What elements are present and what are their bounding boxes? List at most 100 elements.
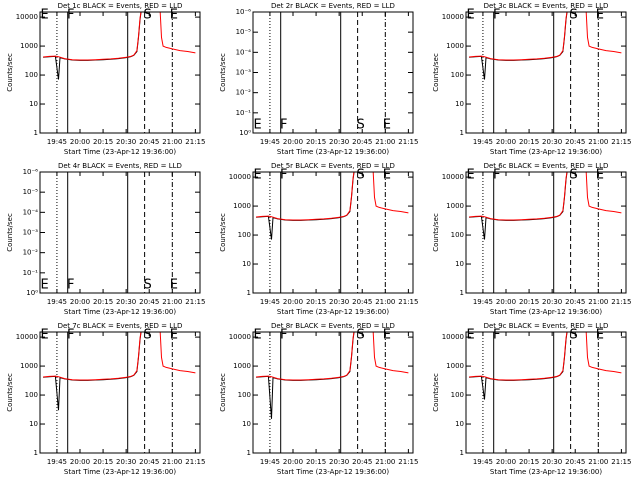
x-tick-label: 20:30 (116, 138, 136, 146)
series-line (256, 332, 409, 381)
y-tick-label: 10⁻¹ (23, 269, 39, 277)
y-tick-label: 10⁻⁴ (23, 208, 39, 216)
plot-area (469, 172, 622, 293)
x-tick-label: 21:00 (162, 298, 182, 306)
x-axis-label: Start Time (23-Apr-12 19:36:00) (277, 148, 389, 156)
x-tick-label: 20:00 (70, 458, 90, 466)
event-label: S (144, 8, 152, 23)
event-label: S (570, 168, 578, 183)
x-tick-label: 20:30 (542, 458, 562, 466)
x-tick-label: 21:00 (375, 298, 395, 306)
x-tick-label: 19:45 (260, 298, 280, 306)
plot-frame (252, 171, 414, 294)
panel-title: Det 3c BLACK = Events, RED = LLD (484, 2, 609, 10)
y-tick-label: 10000 (229, 333, 251, 341)
y-tick-label: 100 (451, 231, 464, 239)
event-label: E (596, 328, 604, 343)
y-tick-label: 100 (451, 391, 464, 399)
x-axis-label: Start Time (23-Apr-12 19:36:00) (277, 468, 389, 476)
x-tick-label: 20:45 (565, 298, 585, 306)
y-axis-label: Counts/sec (219, 373, 227, 412)
plot-area (256, 172, 409, 293)
panel-title: Det 2r BLACK = Events, RED = LLD (271, 2, 395, 10)
x-tick-label: 21:15 (611, 458, 631, 466)
x-tick-label: 21:15 (611, 138, 631, 146)
y-tick-label: 1 (247, 289, 251, 297)
event-label: F (280, 118, 287, 133)
y-axis-label: Counts/sec (6, 373, 14, 412)
x-axis-label: Start Time (23-Apr-12 19:36:00) (490, 468, 602, 476)
plot-area (469, 12, 622, 133)
y-tick-label: 10000 (442, 173, 464, 181)
x-tick-label: 20:45 (139, 138, 159, 146)
panel-title: Det 7c BLACK = Events, RED = LLD (58, 322, 183, 330)
y-tick-label: 1000 (233, 362, 251, 370)
x-axis-label: Start Time (23-Apr-12 19:36:00) (64, 468, 176, 476)
x-axis-label: Start Time (23-Apr-12 19:36:00) (64, 148, 176, 156)
y-tick-label: 10 (455, 100, 464, 108)
x-tick-label: 19:45 (47, 458, 67, 466)
y-axis-label: Counts/sec (6, 53, 14, 92)
y-tick-label: 1000 (20, 42, 38, 50)
x-axis-label: Start Time (23-Apr-12 19:36:00) (277, 308, 389, 316)
plot-frame (465, 11, 627, 134)
panel-title: Det 8r BLACK = Events, RED = LLD (271, 322, 395, 330)
x-tick-label: 20:15 (306, 138, 326, 146)
y-tick-label: 10 (29, 420, 38, 428)
event-label: E (41, 278, 49, 293)
event-label: F (493, 168, 500, 183)
plot-area (469, 332, 622, 453)
x-tick-label: 20:00 (496, 458, 516, 466)
y-tick-label: 10⁻⁶ (23, 168, 39, 176)
y-tick-label: 10⁰ (239, 129, 251, 137)
event-label: E (467, 8, 475, 23)
panel-title: Det 1c BLACK = Events, RED = LLD (58, 2, 183, 10)
event-label: F (67, 278, 74, 293)
plot-frame (252, 331, 414, 454)
x-tick-label: 20:15 (519, 458, 539, 466)
y-tick-label: 10 (455, 420, 464, 428)
x-tick-label: 20:00 (496, 298, 516, 306)
x-tick-label: 20:30 (329, 298, 349, 306)
x-tick-label: 20:15 (306, 458, 326, 466)
x-tick-label: 20:45 (139, 458, 159, 466)
event-label: E (596, 8, 604, 23)
event-label: F (280, 328, 287, 343)
x-tick-label: 20:15 (519, 138, 539, 146)
event-label: E (254, 118, 262, 133)
x-tick-label: 20:30 (116, 458, 136, 466)
x-tick-label: 20:45 (352, 138, 372, 146)
y-tick-label: 10⁰ (26, 289, 38, 297)
plot-frame (39, 331, 201, 454)
x-tick-label: 19:45 (473, 138, 493, 146)
y-tick-label: 10000 (442, 333, 464, 341)
x-tick-label: 19:45 (260, 138, 280, 146)
y-tick-label: 10000 (16, 333, 38, 341)
series-line (469, 172, 622, 221)
x-tick-label: 21:15 (185, 458, 205, 466)
x-tick-label: 20:15 (306, 298, 326, 306)
event-label: E (383, 118, 391, 133)
x-tick-label: 20:00 (496, 138, 516, 146)
event-label: E (170, 278, 178, 293)
y-tick-label: 100 (25, 391, 38, 399)
series-line (256, 172, 409, 221)
panel: Det 4r BLACK = Events, RED = LLD Start Ti… (6, 162, 205, 316)
plot-area (43, 12, 196, 133)
plot-area (43, 332, 196, 453)
y-tick-label: 100 (25, 71, 38, 79)
x-tick-label: 21:15 (185, 138, 205, 146)
y-tick-label: 1000 (20, 362, 38, 370)
panel-title: Det 4r BLACK = Events, RED = LLD (58, 162, 182, 170)
y-tick-label: 10 (29, 100, 38, 108)
event-label: S (357, 118, 365, 133)
event-label: E (383, 328, 391, 343)
y-tick-label: 1000 (233, 202, 251, 210)
y-axis-label: Counts/sec (6, 213, 14, 252)
y-tick-label: 10⁻⁶ (236, 8, 252, 16)
x-tick-label: 20:15 (519, 298, 539, 306)
event-label: E (383, 168, 391, 183)
panel: Det 1c BLACK = Events, RED = LLD Start Ti… (6, 2, 205, 156)
